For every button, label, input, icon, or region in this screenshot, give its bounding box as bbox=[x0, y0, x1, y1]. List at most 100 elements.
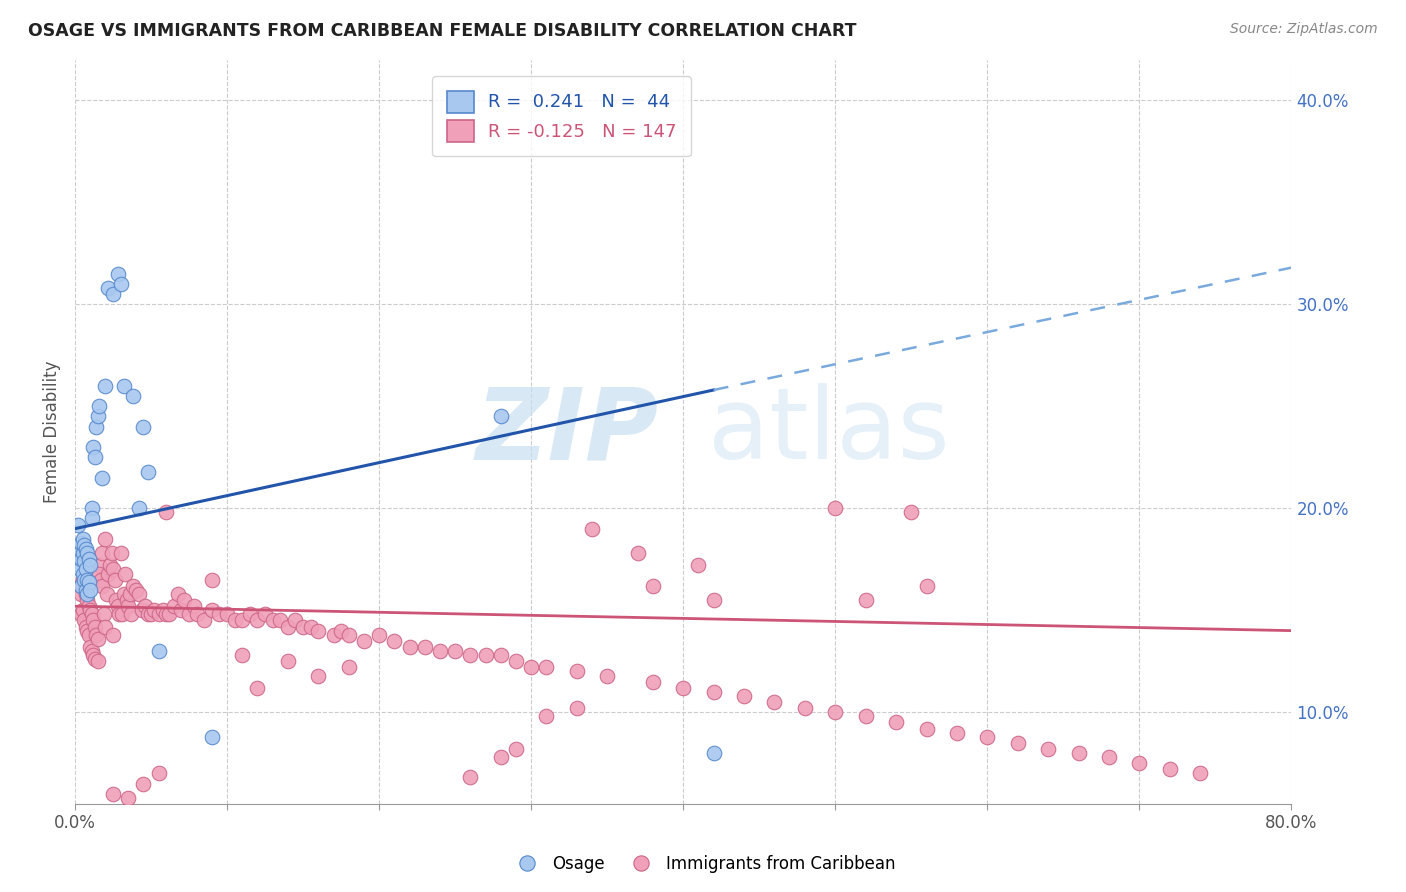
Point bbox=[76, 546, 98, 560]
Point bbox=[72, 603, 94, 617]
Point bbox=[536, 709, 558, 723]
Point bbox=[277, 619, 299, 633]
Point bbox=[136, 465, 159, 479]
Point bbox=[101, 562, 124, 576]
Point bbox=[201, 730, 224, 744]
Point bbox=[90, 573, 112, 587]
Point bbox=[641, 674, 664, 689]
Point bbox=[155, 505, 177, 519]
Point bbox=[73, 579, 96, 593]
Point bbox=[596, 668, 619, 682]
Point bbox=[793, 701, 815, 715]
Point bbox=[1189, 766, 1212, 780]
Point bbox=[322, 628, 344, 642]
Point bbox=[231, 614, 253, 628]
Point bbox=[80, 501, 103, 516]
Point bbox=[134, 599, 156, 614]
Point bbox=[353, 633, 375, 648]
Point bbox=[101, 287, 124, 301]
Point bbox=[110, 546, 132, 560]
Point bbox=[69, 562, 91, 576]
Point bbox=[73, 538, 96, 552]
Point bbox=[148, 607, 170, 622]
Point bbox=[855, 593, 877, 607]
Point bbox=[167, 587, 190, 601]
Point bbox=[87, 409, 110, 424]
Point bbox=[105, 593, 128, 607]
Point bbox=[520, 660, 543, 674]
Point bbox=[75, 619, 97, 633]
Point bbox=[177, 607, 200, 622]
Point bbox=[75, 562, 97, 576]
Point bbox=[80, 607, 103, 622]
Point bbox=[277, 654, 299, 668]
Point bbox=[73, 614, 96, 628]
Point bbox=[1036, 742, 1059, 756]
Point bbox=[82, 440, 104, 454]
Point bbox=[183, 599, 205, 614]
Point bbox=[824, 501, 846, 516]
Point bbox=[884, 715, 907, 730]
Point bbox=[132, 776, 155, 790]
Point bbox=[72, 532, 94, 546]
Point bbox=[70, 607, 93, 622]
Point bbox=[94, 619, 117, 633]
Point bbox=[915, 722, 938, 736]
Text: OSAGE VS IMMIGRANTS FROM CARIBBEAN FEMALE DISABILITY CORRELATION CHART: OSAGE VS IMMIGRANTS FROM CARIBBEAN FEMAL… bbox=[28, 22, 856, 40]
Point bbox=[94, 532, 117, 546]
Point bbox=[120, 607, 142, 622]
Point bbox=[1067, 746, 1090, 760]
Point bbox=[83, 450, 105, 465]
Point bbox=[201, 603, 224, 617]
Point bbox=[112, 379, 135, 393]
Point bbox=[79, 582, 101, 597]
Point bbox=[307, 668, 329, 682]
Point bbox=[82, 648, 104, 662]
Point bbox=[139, 607, 162, 622]
Point bbox=[976, 730, 998, 744]
Point bbox=[121, 389, 143, 403]
Point bbox=[398, 640, 420, 654]
Point bbox=[97, 566, 120, 581]
Point bbox=[83, 619, 105, 633]
Point bbox=[474, 648, 496, 662]
Point bbox=[101, 787, 124, 801]
Point bbox=[75, 587, 97, 601]
Point bbox=[626, 546, 648, 560]
Point bbox=[215, 607, 238, 622]
Point bbox=[100, 546, 122, 560]
Point bbox=[128, 587, 150, 601]
Point bbox=[368, 628, 391, 642]
Point bbox=[83, 652, 105, 666]
Point bbox=[67, 517, 90, 532]
Point bbox=[73, 573, 96, 587]
Point bbox=[565, 665, 588, 679]
Point bbox=[186, 607, 208, 622]
Point bbox=[76, 624, 98, 638]
Y-axis label: Female Disability: Female Disability bbox=[44, 360, 60, 503]
Point bbox=[152, 603, 174, 617]
Point bbox=[460, 771, 482, 785]
Point bbox=[703, 593, 725, 607]
Point bbox=[157, 607, 180, 622]
Point bbox=[77, 574, 100, 589]
Point bbox=[73, 554, 96, 568]
Point bbox=[121, 579, 143, 593]
Point bbox=[72, 566, 94, 581]
Point bbox=[103, 573, 125, 587]
Point bbox=[173, 593, 195, 607]
Point bbox=[84, 419, 107, 434]
Point bbox=[703, 685, 725, 699]
Point bbox=[231, 648, 253, 662]
Point bbox=[292, 619, 315, 633]
Point bbox=[77, 628, 100, 642]
Point bbox=[382, 633, 405, 648]
Point bbox=[246, 614, 269, 628]
Point bbox=[262, 614, 284, 628]
Point bbox=[96, 587, 118, 601]
Point bbox=[108, 607, 131, 622]
Point bbox=[107, 267, 129, 281]
Point bbox=[98, 558, 121, 573]
Point bbox=[69, 546, 91, 560]
Point bbox=[148, 766, 170, 780]
